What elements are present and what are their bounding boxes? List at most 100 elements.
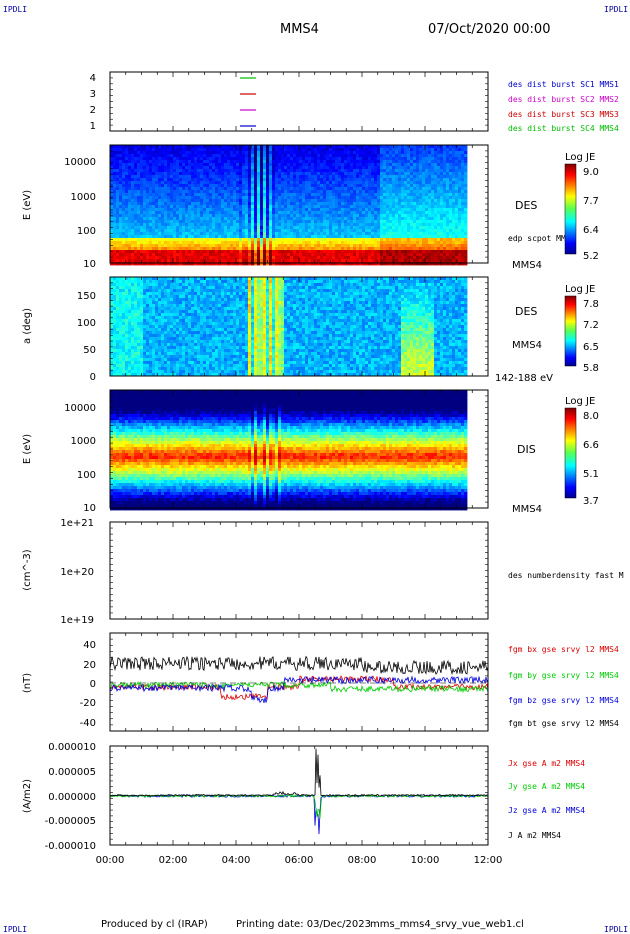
- spectrogram-cell: [254, 208, 258, 212]
- spectrogram-cell: [218, 169, 222, 173]
- spectrogram-cell: [191, 238, 195, 242]
- spectrogram-cell: [122, 256, 126, 260]
- spectrogram-cell: [128, 244, 132, 248]
- spectrogram-cell: [305, 178, 309, 182]
- spectrogram-cell: [368, 259, 372, 263]
- spectrogram-cell: [119, 163, 123, 167]
- spectrogram-cell: [374, 175, 378, 179]
- spectrogram-cell: [128, 190, 132, 194]
- spectrogram-cell: [290, 253, 294, 257]
- spectrogram-cell: [263, 238, 267, 242]
- spectrogram-cell: [239, 244, 243, 248]
- spectrogram-cell: [122, 292, 126, 296]
- spectrogram-cell: [269, 163, 273, 167]
- spectrogram-cell: [251, 184, 255, 188]
- spectrogram-cell: [281, 220, 285, 224]
- spectrogram-cell: [284, 208, 288, 212]
- spectrogram-cell: [239, 172, 243, 176]
- spectrogram-cell: [179, 178, 183, 182]
- spectrogram-cell: [170, 196, 174, 200]
- spectrogram-cell: [146, 190, 150, 194]
- spectrogram-cell: [464, 220, 468, 224]
- spectrogram-cell: [440, 241, 444, 245]
- spectrogram-cell: [341, 211, 345, 215]
- spectrogram-cell: [362, 190, 366, 194]
- spectrogram-cell: [125, 349, 129, 353]
- spectrogram-cell: [404, 226, 408, 230]
- spectrogram-cell: [404, 151, 408, 155]
- spectrogram-cell: [308, 166, 312, 170]
- spectrogram-cell: [395, 169, 399, 173]
- spectrogram-cell: [266, 181, 270, 185]
- spectrogram-cell: [143, 220, 147, 224]
- spectrogram-cell: [461, 217, 465, 221]
- spectrogram-cell: [362, 169, 366, 173]
- spectrogram-cell: [443, 259, 447, 263]
- spectrogram-cell: [272, 262, 276, 266]
- spectrogram-cell: [443, 250, 447, 254]
- spectrogram-cell: [110, 364, 114, 368]
- spectrogram-cell: [131, 196, 135, 200]
- spectrogram-cell: [383, 202, 387, 206]
- spectrogram-cell: [434, 217, 438, 221]
- spectrogram-cell: [110, 355, 114, 359]
- spectrogram-cell: [119, 184, 123, 188]
- spectrogram-cell: [278, 193, 282, 197]
- spectrogram-cell: [431, 181, 435, 185]
- spectrogram-cell: [407, 259, 411, 263]
- corner-mark-top-left: IPDLI: [3, 5, 28, 14]
- spectrogram-cell: [149, 244, 153, 248]
- spectrogram-cell: [116, 223, 120, 227]
- spectrogram-cell: [335, 244, 339, 248]
- spectrogram-cell: [329, 148, 333, 152]
- spectrogram-cell: [233, 187, 237, 191]
- spectrogram-cell: [437, 223, 441, 227]
- spectrogram-cell: [422, 196, 426, 200]
- spectrogram-cell: [278, 178, 282, 182]
- spectrogram-cell: [212, 145, 216, 149]
- spectrogram-cell: [398, 169, 402, 173]
- spectrogram-cell: [113, 169, 117, 173]
- spectrogram-cell: [125, 310, 129, 314]
- spectrogram-cell: [455, 196, 459, 200]
- spectrogram-cell: [359, 175, 363, 179]
- spectrogram-cell: [131, 253, 135, 257]
- spectrogram-cell: [272, 175, 276, 179]
- spectrogram-cell: [380, 175, 384, 179]
- spectrogram-cell: [410, 205, 414, 209]
- spectrogram-cell: [347, 232, 351, 236]
- spectrogram-cell: [215, 172, 219, 176]
- spectrogram-cell: [137, 154, 141, 158]
- spectrogram-cell: [260, 205, 264, 209]
- spectrogram-cell: [347, 160, 351, 164]
- spectrogram-cell: [206, 250, 210, 254]
- spectrogram-cell: [455, 190, 459, 194]
- spectrogram-cell: [143, 208, 147, 212]
- spectrogram-cell: [383, 262, 387, 266]
- spectrogram-cell: [440, 169, 444, 173]
- spectrogram-cell: [251, 211, 255, 215]
- spectrogram-cell: [353, 193, 357, 197]
- spectrogram-cell: [170, 211, 174, 215]
- spectrogram-cell: [113, 280, 117, 284]
- spectrogram-cell: [239, 163, 243, 167]
- spectrogram-cell: [167, 232, 171, 236]
- spectrogram-cell: [128, 184, 132, 188]
- spectrogram-cell: [392, 226, 396, 230]
- spectrogram-cell: [341, 217, 345, 221]
- spectrogram-cell: [317, 202, 321, 206]
- spectrogram-cell: [314, 214, 318, 218]
- spectrogram-cell: [170, 178, 174, 182]
- spectrogram-cell: [347, 184, 351, 188]
- spectrogram-cell: [152, 247, 156, 251]
- spectrogram-cell: [284, 157, 288, 161]
- spectrogram-cell: [182, 184, 186, 188]
- spectrogram-cell: [263, 187, 267, 191]
- spectrogram-cell: [131, 163, 135, 167]
- spectrogram-cell: [449, 238, 453, 242]
- spectrogram-cell: [212, 190, 216, 194]
- colorbar-tick: 7.7: [583, 196, 599, 207]
- spectrogram-cell: [404, 148, 408, 152]
- spectrogram-cell: [209, 148, 213, 152]
- spectrogram-cell: [419, 181, 423, 185]
